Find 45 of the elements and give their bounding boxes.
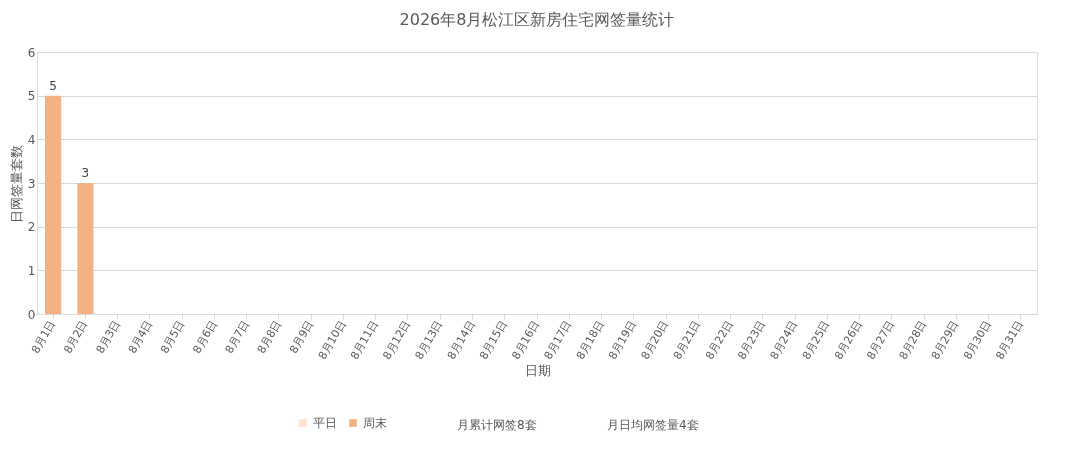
x-tick-label: 8月14日	[444, 318, 478, 362]
x-tick-label: 8月26日	[832, 318, 865, 362]
x-tick-label: 8月21日	[670, 318, 704, 362]
x-tick-label: 8月29日	[928, 318, 962, 362]
y-axis-title: 日网签量套数	[8, 144, 24, 223]
x-tick-label: 8月12日	[380, 318, 414, 362]
x-tick-label: 8月9日	[287, 318, 317, 356]
x-tick-label: 8月16日	[509, 318, 543, 362]
text: 月日均网签量4套	[607, 418, 699, 432]
data-label: 3	[81, 166, 90, 180]
x-tick-label: 8月28日	[896, 318, 930, 362]
x-tick-label: 8月19日	[606, 318, 639, 362]
y-tick-label: 5	[27, 89, 36, 104]
legend-label: 周末	[363, 416, 387, 430]
x-tick-label: 8月13日	[412, 318, 446, 362]
x-tick-label: 8月7日	[222, 318, 252, 356]
x-tick-label: 8月6日	[190, 318, 220, 356]
text: 月累计网签8套	[457, 418, 537, 432]
y-tick-label: 3	[27, 176, 36, 191]
x-tick-label: 8月24日	[767, 318, 801, 362]
x-axis-title: 日期	[524, 363, 551, 379]
chart-title: 2026年8月松江区新房住宅网签量统计	[399, 10, 675, 29]
x-tick-label: 8月27日	[864, 318, 898, 362]
x-tick-label: 8月10日	[315, 318, 349, 362]
y-tick-label: 2	[27, 220, 36, 235]
x-tick-label: 8月3日	[93, 318, 123, 356]
x-tick-label: 8月18日	[573, 318, 607, 362]
data-label: 5	[49, 78, 57, 93]
x-tick-label: 8月17日	[541, 318, 575, 362]
x-tick-label: 8月23日	[735, 318, 768, 362]
x-tick-label: 8月20日	[638, 318, 672, 362]
y-tick-label: 6	[27, 45, 36, 60]
x-tick-label: 8月2日	[61, 318, 91, 356]
legend-label: 平日	[313, 416, 337, 430]
x-tick-label: 8月8日	[254, 318, 285, 356]
x-tick-label: 8月15日	[477, 318, 510, 362]
y-tick-label: 4	[27, 132, 36, 147]
x-tick-label: 8月31日	[993, 318, 1027, 362]
x-tick-label: 8月25日	[799, 318, 833, 362]
x-tick-label: 8月11日	[348, 318, 381, 362]
x-tick-label: 8月30日	[961, 318, 994, 362]
y-tick-label: 1	[27, 263, 36, 278]
x-tick-label: 8月4日	[125, 318, 156, 356]
x-tick-label: 8月22日	[702, 318, 736, 362]
x-tick-label: 8月5日	[158, 318, 188, 356]
